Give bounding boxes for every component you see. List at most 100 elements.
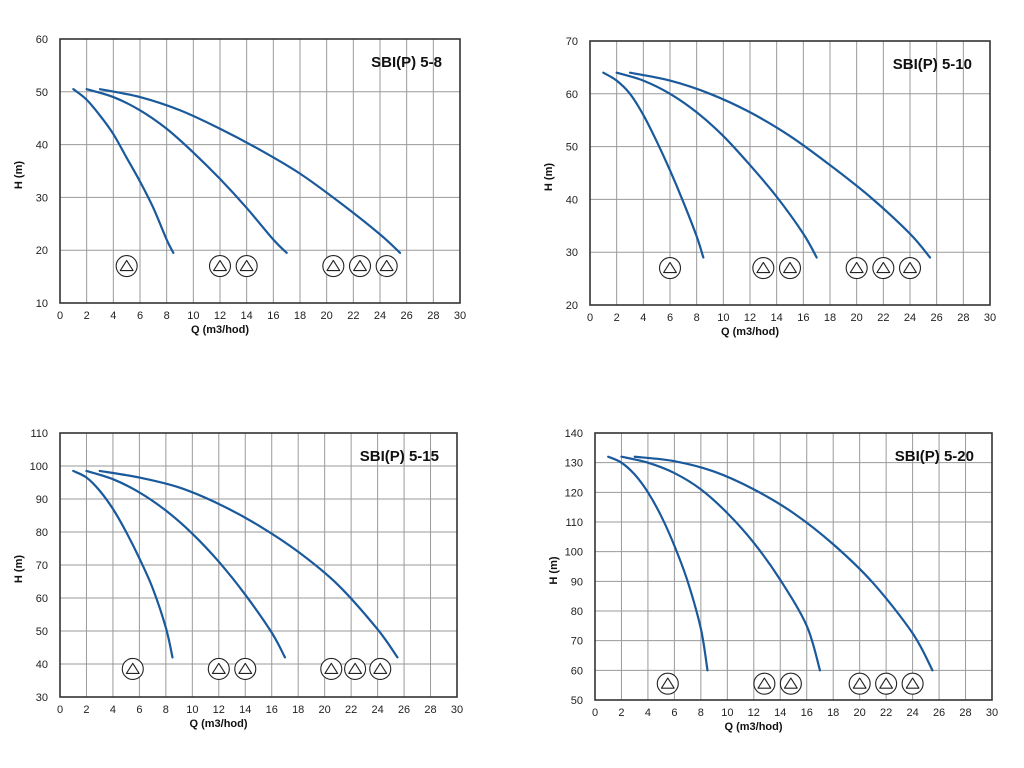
pump-symbol-triangle (213, 259, 227, 272)
x-tick-label: 30 (986, 707, 998, 719)
x-tick-label: 6 (136, 704, 142, 716)
plot-frame (59, 38, 461, 304)
y-tick-label: 80 (36, 527, 48, 539)
x-tick-label: 12 (748, 707, 760, 719)
x-tick-label: 6 (671, 707, 677, 719)
plot-frame (594, 432, 993, 701)
x-tick-label: 24 (904, 312, 916, 324)
grid (594, 432, 993, 701)
x-tick-label: 28 (959, 707, 971, 719)
chart-sbip-5-20: 0 2 4 6 8 10 12 14 16 18 20 22 24 26 28 30 50 60 70 80 90 100… (530, 425, 1010, 745)
pump-curve-1 (607, 455, 709, 672)
pump-symbol-triangle (783, 261, 797, 274)
x-tick-label: 10 (187, 310, 199, 322)
y-tick-label: 70 (571, 636, 583, 648)
pump-symbol-triangle (238, 662, 253, 674)
x-tick-label: 26 (401, 310, 413, 322)
pump-symbol-icon (348, 254, 372, 278)
y-tick-label: 70 (36, 560, 48, 572)
y-tick-label: 50 (566, 142, 578, 154)
x-tick-label: 2 (618, 707, 624, 719)
pump-symbol-circle (234, 657, 257, 680)
x-tick-label: 4 (645, 707, 651, 719)
x-tick-label: 14 (774, 707, 786, 719)
x-tick-label: 2 (614, 312, 620, 324)
y-tick-label: 70 (566, 36, 578, 48)
chart-title: SBI(P) 5-15 (360, 448, 439, 465)
pump-symbol-triangle (125, 662, 140, 674)
pump-symbol-triangle (757, 677, 772, 689)
pump-curve-3 (98, 88, 402, 254)
pump-symbol-triangle (119, 259, 134, 272)
x-tick-label: 18 (827, 707, 839, 719)
pump-symbol-circle (656, 672, 679, 695)
x-tick-label: 0 (592, 707, 598, 719)
y-tick-label: 20 (566, 300, 578, 312)
y-tick-label: 130 (565, 458, 583, 470)
x-tick-label: 16 (267, 310, 279, 322)
chart-svg: 0 2 4 6 8 10 12 14 16 18 20 22 24 26 28 30203040506070Q… (543, 36, 996, 338)
pump-symbol-triangle (324, 662, 339, 674)
pump-symbol-circle (375, 254, 398, 278)
x-tick-label: 22 (877, 312, 889, 324)
pump-symbol-icon (235, 254, 258, 278)
x-tick-label: 6 (667, 312, 673, 324)
y-axis-label: H (m) (543, 163, 555, 191)
chart-svg: 0 2 4 6 8 10 12 14 16 18 20 22 24 26 28 30102030405060Q… (13, 34, 466, 336)
x-tick-label: 22 (880, 707, 892, 719)
x-tick-label: 18 (824, 312, 836, 324)
pump-symbol-triangle (905, 677, 920, 689)
y-tick-label: 110 (30, 428, 48, 440)
pump-symbol-circle (898, 256, 922, 280)
pump-symbol-triangle (353, 259, 367, 272)
pump-symbol-circle (848, 672, 871, 695)
pump-symbol-triangle (852, 677, 867, 689)
pump-symbol-triangle (326, 259, 341, 272)
x-tick-label: 24 (906, 707, 918, 719)
pump-symbol-triangle (756, 261, 771, 274)
chart-svg: 0 2 4 6 8 10 12 14 16 18 20 22 24 26 28 305060708090100… (548, 428, 998, 733)
plot-frame (59, 432, 458, 698)
y-tick-label: 140 (565, 428, 583, 440)
pump-symbol-circle (369, 657, 392, 680)
y-tick-label: 30 (36, 692, 48, 704)
x-tick-label: 26 (931, 312, 943, 324)
y-tick-label: 60 (36, 593, 48, 605)
pump-symbol-icon (779, 672, 802, 695)
pump-symbol-icon (753, 672, 776, 695)
x-tick-label: 30 (454, 310, 466, 322)
pump-symbol-triangle (379, 259, 394, 272)
chart-title: SBI(P) 5-10 (893, 56, 972, 73)
pump-symbol-circle (752, 256, 775, 280)
x-tick-label: 14 (771, 312, 783, 324)
pump-symbol-circle (901, 672, 924, 695)
pump-symbol-icon (207, 657, 230, 680)
y-tick-label: 40 (36, 140, 48, 152)
x-tick-label: 20 (851, 312, 863, 324)
x-tick-label: 16 (266, 704, 278, 716)
pump-symbol-circle (344, 657, 367, 680)
x-tick-label: 10 (717, 312, 729, 324)
pump-symbol-triangle (239, 259, 254, 272)
pump-symbol-triangle (211, 662, 226, 674)
x-tick-label: 8 (694, 312, 700, 324)
x-tick-label: 10 (186, 704, 198, 716)
pump-symbol-circle (208, 254, 232, 278)
x-axis-label: Q (m3/hod) (191, 324, 249, 336)
x-tick-label: 20 (319, 704, 331, 716)
x-tick-label: 24 (374, 310, 386, 322)
x-tick-label: 8 (164, 310, 170, 322)
x-tick-label: 6 (137, 310, 143, 322)
x-tick-label: 26 (398, 704, 410, 716)
x-tick-label: 4 (640, 312, 646, 324)
x-tick-label: 2 (84, 310, 90, 322)
x-tick-label: 28 (957, 312, 969, 324)
chart-svg: 0 2 4 6 8 10 12 14 16 18 20 22 24 26 28 303040506070809… (13, 428, 463, 730)
y-tick-label: 90 (571, 576, 583, 588)
y-tick-label: 100 (30, 461, 48, 473)
pump-symbol-triangle (849, 261, 864, 274)
pump-symbol-icon (778, 256, 802, 280)
pump-symbol-circle (872, 256, 895, 280)
chart-title: SBI(P) 5-20 (895, 448, 974, 465)
y-tick-label: 50 (571, 695, 583, 707)
